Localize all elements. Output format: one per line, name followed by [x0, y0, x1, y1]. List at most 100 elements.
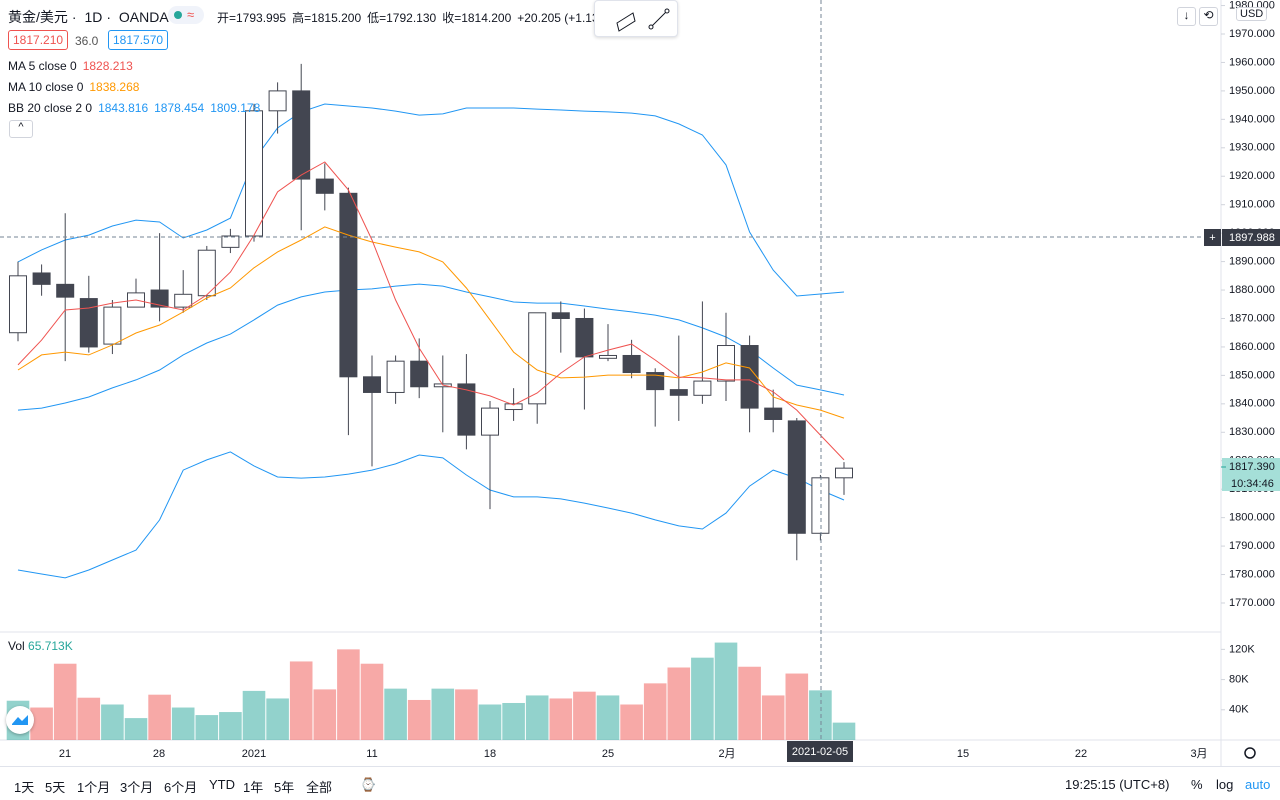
volume-bar [101, 704, 124, 740]
indicator-legend[interactable]: MA 5 close 0 1828.213 [8, 59, 139, 73]
y-tick-label: 1920.000 [1229, 170, 1275, 182]
candle-body [197, 249, 216, 297]
scale-option[interactable]: log [1216, 777, 1234, 792]
x-tick-label: 3月 [1190, 748, 1207, 760]
date-range-icon[interactable]: ⌚ [360, 777, 377, 792]
bb-upper [17, 103, 845, 297]
candle-body [339, 192, 358, 378]
range-button[interactable]: 全部 [306, 780, 333, 795]
y-tick-label: 1970.000 [1229, 28, 1275, 40]
y2-tick-label: 80K [1229, 673, 1249, 685]
indicator-name: BB 20 close 2 0 [8, 101, 93, 115]
volume-bar [195, 715, 219, 740]
volume-bar [77, 697, 101, 740]
drawing-tools [616, 8, 670, 32]
reset-button[interactable]: ⟲ [1199, 7, 1218, 26]
ma10-line [17, 226, 845, 419]
scroll-button[interactable]: ↓ [1177, 7, 1196, 26]
candle-body [528, 312, 547, 405]
logo-shape [12, 715, 28, 725]
bottom-toolbar: 1天 5天 1个月 3个月 6个月 YTD 1年 5年 全部 ⌚ 19:25:15 (UTC+8)%… [0, 766, 1280, 800]
range-button[interactable]: YTD [209, 777, 235, 792]
candle-body [292, 90, 311, 180]
candle-body [174, 293, 193, 308]
volume-bar [809, 690, 832, 740]
volume-bar [384, 688, 407, 740]
ohlc-item: +20.205 (+1.13%) [517, 11, 614, 25]
indicator-name: MA 10 close 0 [8, 80, 84, 94]
trend-tool[interactable] [650, 10, 668, 28]
y-tick-label: 1890.000 [1229, 255, 1275, 267]
volume-bar [407, 699, 431, 740]
indicator-value: 1843.816 [98, 101, 149, 115]
range-button[interactable]: 6个月 [164, 780, 198, 795]
volume-bar [691, 657, 714, 740]
bid-price[interactable]: 1817.210 [8, 30, 69, 50]
sep: · [106, 9, 112, 25]
interval[interactable]: 1D [84, 9, 103, 25]
y2-tick-label: 40K [1229, 704, 1249, 716]
candle-body [315, 178, 334, 194]
handle [648, 24, 654, 30]
candle-body [79, 298, 98, 348]
x-tick-label: 18 [484, 748, 496, 760]
volume-bar [219, 712, 242, 740]
range-button[interactable]: 1个月 [77, 780, 111, 795]
collapse-button[interactable]: ^ [9, 120, 33, 138]
volume-bar [525, 695, 549, 740]
x-tick-label: 28 [153, 748, 165, 760]
candle-body [150, 289, 169, 308]
range-button[interactable]: 1年 [243, 780, 264, 795]
volume-bar [337, 649, 360, 740]
parallel-tool[interactable] [616, 12, 636, 32]
symbol[interactable]: 黄金/美元 [8, 9, 68, 25]
last-price-label: 1817.390 [1229, 461, 1275, 473]
candle-body [386, 360, 405, 393]
candle-body [481, 407, 499, 436]
volume-bar [620, 704, 643, 740]
y-tick-label: 1850.000 [1229, 369, 1275, 381]
market-open-dot [174, 11, 182, 19]
y-tick-label: 1950.000 [1229, 85, 1275, 97]
candle-body [56, 283, 75, 298]
y-tick-label: 1940.000 [1229, 113, 1275, 125]
currency[interactable]: USD [1236, 7, 1268, 21]
range-button[interactable]: 3个月 [120, 780, 154, 795]
volume-bar [502, 702, 525, 740]
volume-bar [549, 698, 573, 740]
indicator-legend[interactable]: MA 10 close 0 1838.268 [8, 80, 145, 94]
candle-body [245, 110, 263, 237]
x-tick-label: 2月 [718, 748, 735, 760]
volume-bar [30, 707, 53, 740]
indicator-legend[interactable]: BB 20 close 2 0 1843.816 1878.454 1809.178 [8, 101, 266, 115]
last-price-box [1222, 458, 1280, 491]
y-tick-label: 1910.000 [1229, 199, 1275, 211]
scale-option[interactable]: auto [1245, 777, 1271, 792]
range-button[interactable]: 5天 [45, 780, 66, 795]
ohlc-item: 高=1815.200 [292, 11, 362, 25]
sep: · [71, 9, 77, 25]
volume-bar [455, 689, 478, 740]
candle-body [268, 90, 287, 112]
candle-body [410, 360, 429, 388]
status-pill[interactable]: ≈ [168, 6, 204, 24]
range-button[interactable]: 1天 [14, 780, 35, 795]
spread: 36.0 [75, 34, 99, 48]
volume-label: Vol [8, 639, 25, 653]
scale-option[interactable]: % [1191, 777, 1203, 792]
volume-bar [573, 691, 596, 740]
y-tick-label: 1960.000 [1229, 56, 1275, 68]
logo[interactable] [6, 706, 34, 734]
ohlc-item: 收=1814.200 [442, 11, 512, 25]
volume-bar [785, 673, 809, 740]
symbol-header: 黄金/美元 · 1D · OANDA [8, 7, 173, 27]
range-button[interactable]: 5年 [274, 780, 295, 795]
volume-bar [171, 707, 195, 740]
x-tick-label: 11 [366, 748, 377, 760]
ask-price[interactable]: 1817.570 [108, 30, 169, 50]
x-tick-label: 21 [59, 748, 71, 760]
volume-bar [643, 683, 667, 740]
countdown: 10:34:46 [1231, 478, 1274, 490]
indicator-value: 1838.268 [89, 80, 140, 94]
